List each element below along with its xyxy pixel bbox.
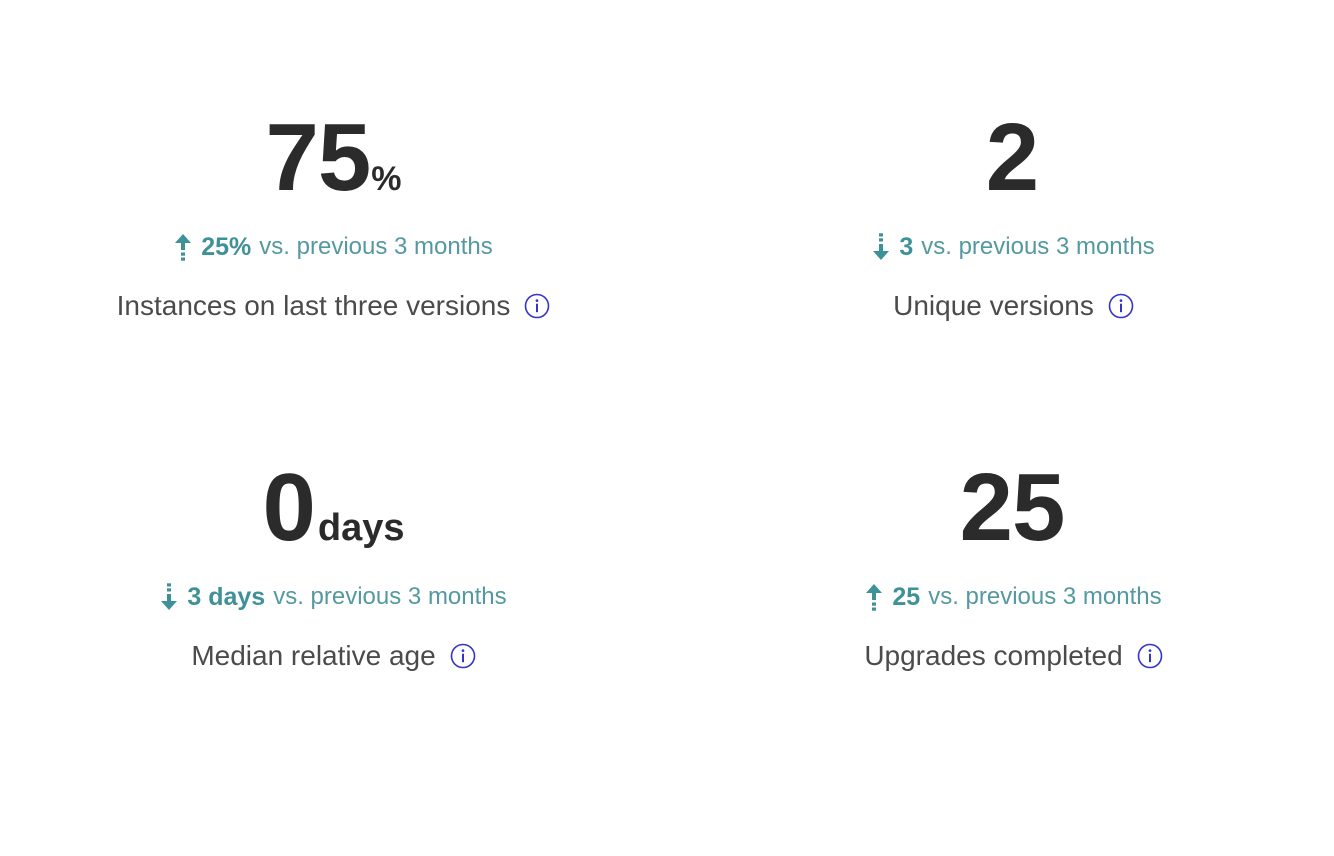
primary-value: 0 days	[262, 460, 404, 556]
primary-value-number: 2	[985, 104, 1039, 211]
delta-amount: 3 days	[187, 582, 266, 611]
delta-comparison-period: vs. previous 3 months	[928, 583, 1162, 610]
kpi-card-upgrades-completed: 25 25 vs. previous 3 months Upgrades com…	[667, 400, 1334, 856]
primary-value-number: 0	[262, 454, 315, 561]
kpi-card-median-relative-age: 0 days 3 days vs. previous 3 months Medi…	[0, 400, 667, 856]
label-row: Median relative age	[191, 639, 475, 673]
label-row: Unique versions	[893, 289, 1134, 323]
primary-value: 25	[960, 460, 1068, 556]
primary-value-unit: %	[371, 160, 402, 198]
kpi-card-instances-on-last-three-versions: 75 % 25% vs. previous 3 months Instances…	[0, 0, 667, 400]
label-row: Upgrades completed	[864, 639, 1162, 673]
delta-row: 25 vs. previous 3 months	[865, 582, 1162, 612]
delta-row: 3 vs. previous 3 months	[872, 232, 1155, 262]
delta-amount: 25%	[201, 232, 252, 261]
delta-amount: 25	[892, 582, 921, 611]
info-circle-icon[interactable]	[1137, 643, 1163, 669]
delta-comparison-period: vs. previous 3 months	[259, 233, 493, 260]
primary-value-number: 75	[265, 104, 371, 211]
arrow-down-dashed-icon	[872, 233, 890, 261]
delta-comparison-period: vs. previous 3 months	[273, 583, 507, 610]
label-row: Instances on last three versions	[117, 289, 551, 323]
kpi-label: Unique versions	[893, 290, 1094, 321]
primary-value: 2	[986, 110, 1041, 206]
delta-comparison-period: vs. previous 3 months	[921, 233, 1155, 260]
kpi-card-unique-versions: 2 3 vs. previous 3 months Unique version…	[667, 0, 1334, 400]
delta-row: 25% vs. previous 3 months	[174, 232, 493, 262]
delta-amount: 3	[899, 232, 914, 261]
delta-row: 3 days vs. previous 3 months	[160, 582, 507, 612]
arrow-up-dashed-icon	[174, 233, 192, 261]
info-circle-icon[interactable]	[450, 643, 476, 669]
primary-value: 75 %	[265, 110, 401, 206]
arrow-down-dashed-icon	[160, 583, 178, 611]
kpi-label: Instances on last three versions	[116, 290, 511, 321]
kpi-label: Median relative age	[191, 640, 436, 671]
arrow-up-dashed-icon	[865, 583, 883, 611]
primary-value-unit: days	[317, 507, 405, 549]
info-circle-icon[interactable]	[1108, 293, 1134, 319]
info-circle-icon[interactable]	[524, 293, 550, 319]
primary-value-number: 25	[959, 454, 1066, 561]
kpi-label: Upgrades completed	[864, 640, 1123, 671]
